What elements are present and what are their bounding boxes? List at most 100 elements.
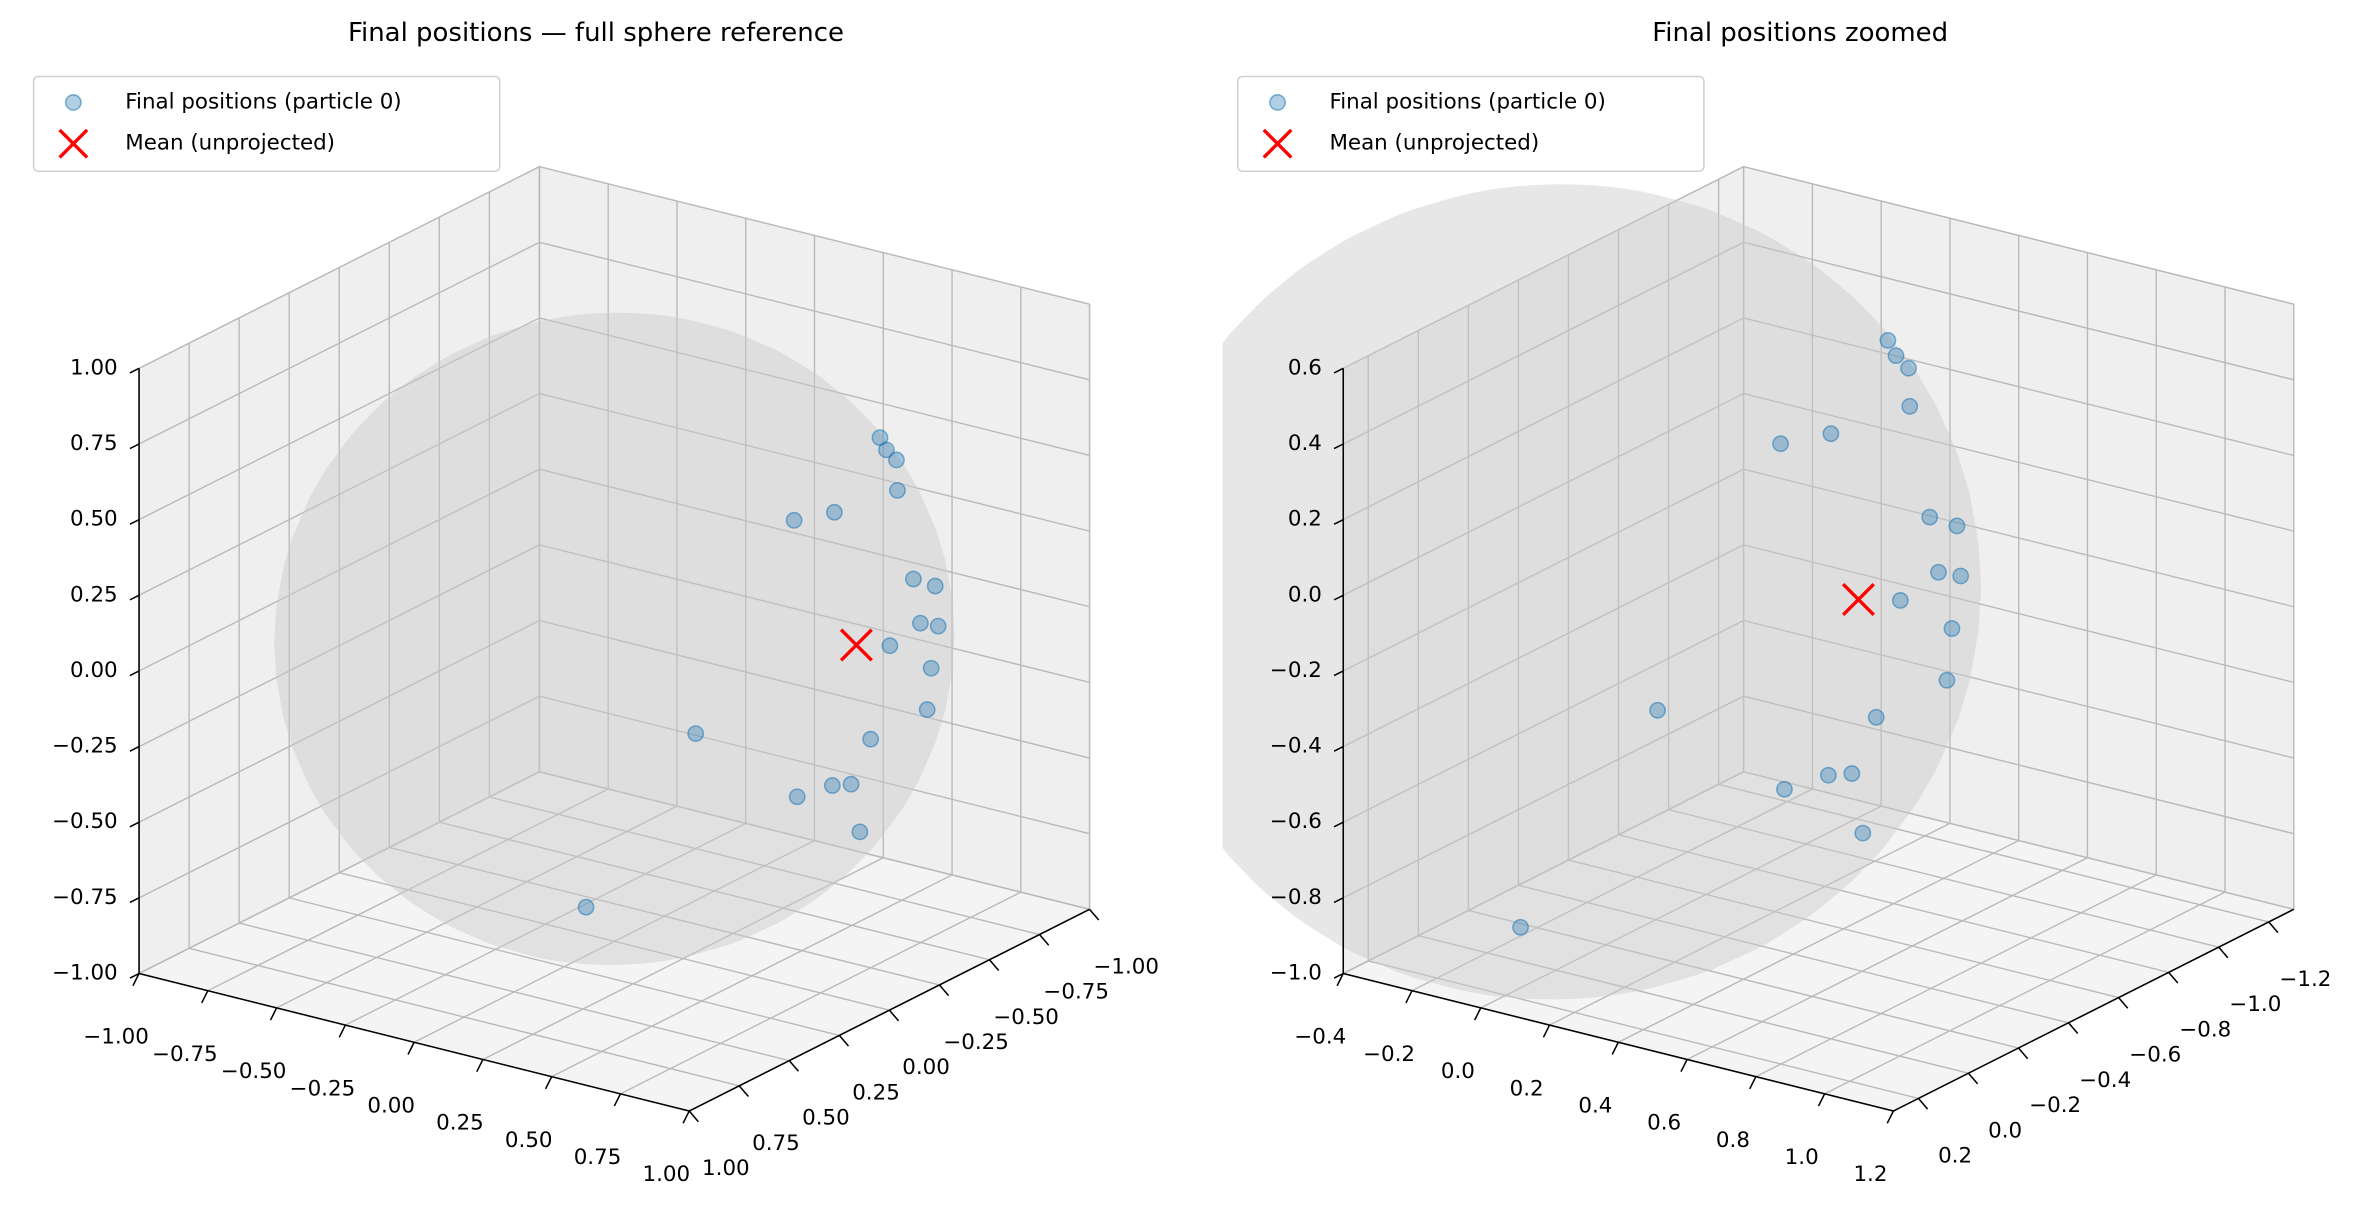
grid-line — [439, 821, 990, 961]
legend-marker — [1262, 128, 1293, 159]
y-tick-label: −1.0 — [2229, 992, 2281, 1017]
z-tick-label: 0.50 — [70, 507, 118, 532]
point — [1512, 918, 1529, 936]
grid-line — [1618, 834, 2169, 974]
y-tick — [1917, 1097, 1929, 1110]
y-tick — [1038, 934, 1050, 946]
x-tick-label: 1.00 — [642, 1162, 690, 1187]
z-tick-label: −0.2 — [1270, 658, 1322, 683]
reference-sphere — [1222, 184, 1982, 1000]
grid-line — [1418, 935, 1969, 1074]
point — [889, 481, 906, 499]
grid-line — [1342, 695, 1744, 899]
y-tick-label: 0.50 — [802, 1106, 850, 1131]
z-tick-label: 0.6 — [1288, 355, 1322, 380]
x-axis — [138, 972, 690, 1112]
grid-line — [1743, 317, 2294, 457]
x-tick — [1886, 1110, 1895, 1124]
point — [785, 511, 803, 529]
point — [1819, 766, 1837, 784]
grid-line — [138, 695, 540, 899]
legend-label: Mean (unprojected) — [1329, 131, 1539, 156]
point — [929, 617, 947, 635]
grid-line — [138, 317, 540, 521]
z-tick — [129, 670, 140, 677]
y-tick-label: −0.50 — [993, 1005, 1059, 1030]
point — [1854, 824, 1872, 842]
point — [878, 441, 895, 459]
x-tick-label: −0.50 — [221, 1059, 287, 1084]
grid-line — [539, 468, 1090, 608]
grid-line — [138, 544, 540, 748]
point — [823, 777, 841, 794]
grid-line — [1743, 468, 2294, 608]
grid-line — [138, 619, 540, 823]
z-tick — [129, 594, 140, 601]
y-tick — [2218, 946, 2229, 959]
point — [912, 614, 929, 632]
z-tick — [1333, 821, 1344, 828]
grid-line — [289, 897, 840, 1037]
legend-box — [32, 75, 501, 172]
x-tick — [1749, 1076, 1757, 1090]
point — [842, 775, 860, 793]
legend-label: Final positions (particle 0) — [125, 89, 401, 114]
x-tick — [132, 973, 140, 987]
x-tick-label: −0.25 — [290, 1076, 356, 1101]
z-tick — [129, 745, 140, 752]
grid-line — [1755, 874, 2157, 1078]
x-tick — [1473, 1007, 1482, 1021]
z-tick — [129, 897, 140, 904]
point — [687, 725, 705, 743]
y-tick — [2168, 971, 2179, 984]
z-tick-label: 0.00 — [70, 658, 118, 683]
grid-line — [1480, 805, 1882, 1009]
grid-line — [1342, 317, 1744, 521]
grid-line — [539, 695, 1090, 835]
grid-line — [539, 544, 1090, 684]
x-tick-label: −0.2 — [1363, 1042, 1415, 1067]
point — [905, 570, 922, 588]
y-tick — [2017, 1047, 2029, 1060]
y-tick-label: −0.25 — [943, 1030, 1009, 1055]
y-tick-label: 0.00 — [902, 1055, 950, 1080]
x-tick — [544, 1076, 553, 1090]
y-tick-label: −1.00 — [1093, 954, 1159, 979]
grid-line — [1411, 788, 1813, 992]
grid-line — [389, 846, 940, 986]
z-tick — [1333, 745, 1344, 752]
grid-line — [1368, 960, 1919, 1100]
mean-marker — [1841, 583, 1875, 616]
point — [862, 730, 880, 748]
point — [1822, 425, 1840, 443]
grid-line — [1342, 392, 1744, 596]
point — [851, 823, 869, 841]
grid-line — [1468, 909, 2019, 1049]
point — [1843, 765, 1861, 782]
z-tick — [1333, 518, 1344, 525]
y-tick — [1967, 1072, 1979, 1085]
grid-line — [1743, 392, 2294, 532]
grid-line — [138, 468, 540, 672]
grid-line — [188, 947, 740, 1087]
grid-line — [339, 871, 890, 1011]
grid-line — [1718, 783, 2269, 923]
grid-line — [539, 165, 1090, 305]
x-tick — [201, 990, 209, 1004]
grid-line — [1568, 859, 2119, 999]
grid-line — [1342, 544, 1744, 748]
legend-label: Mean (unprojected) — [125, 131, 335, 156]
mean-marker — [839, 628, 873, 662]
y-tick-label: −0.6 — [2129, 1043, 2181, 1068]
z-tick — [129, 367, 140, 374]
x-tick-label: 0.6 — [1647, 1111, 1681, 1136]
z-tick — [1333, 897, 1344, 904]
z-tick-label: −1.0 — [1270, 961, 1322, 986]
y-axis — [1893, 908, 2295, 1112]
point — [1948, 517, 1966, 535]
chart-title: Final positions — full sphere reference — [348, 18, 844, 48]
chart-title: Final positions zoomed — [1652, 18, 1948, 48]
point — [1772, 435, 1789, 453]
